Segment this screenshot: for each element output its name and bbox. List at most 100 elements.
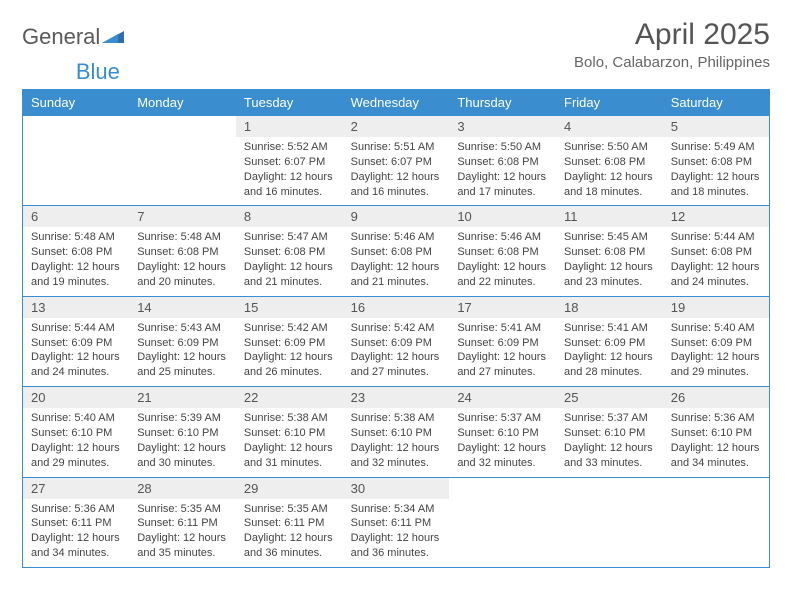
daylight-line: Daylight: 12 hours and 29 minutes. (31, 441, 121, 471)
sunrise-line: Sunrise: 5:49 AM (671, 140, 761, 155)
day-number: 11 (556, 206, 663, 227)
daylight-line: Daylight: 12 hours and 27 minutes. (457, 350, 548, 380)
sunset-line: Sunset: 6:09 PM (351, 336, 442, 351)
day-number: 17 (449, 297, 556, 318)
sunrise-line: Sunrise: 5:43 AM (137, 321, 228, 336)
sunset-line: Sunset: 6:11 PM (351, 516, 442, 531)
day-content: Sunrise: 5:50 AMSunset: 6:08 PMDaylight:… (556, 137, 663, 205)
day-content: Sunrise: 5:47 AMSunset: 6:08 PMDaylight:… (236, 227, 343, 295)
daylight-line: Daylight: 12 hours and 16 minutes. (351, 170, 442, 200)
day-number: 30 (343, 478, 450, 499)
sunrise-line: Sunrise: 5:42 AM (351, 321, 442, 336)
day-content: Sunrise: 5:34 AMSunset: 6:11 PMDaylight:… (343, 499, 450, 567)
sunset-line: Sunset: 6:10 PM (671, 426, 761, 441)
sunset-line: Sunset: 6:07 PM (351, 155, 442, 170)
day-content: Sunrise: 5:45 AMSunset: 6:08 PMDaylight:… (556, 227, 663, 295)
day-number: 16 (343, 297, 450, 318)
weekday-header: Saturday (663, 90, 770, 116)
day-content: Sunrise: 5:48 AMSunset: 6:08 PMDaylight:… (129, 227, 236, 295)
daylight-line: Daylight: 12 hours and 32 minutes. (351, 441, 442, 471)
sunrise-line: Sunrise: 5:46 AM (351, 230, 442, 245)
sunrise-line: Sunrise: 5:51 AM (351, 140, 442, 155)
day-number: 18 (556, 297, 663, 318)
sunrise-line: Sunrise: 5:35 AM (137, 502, 228, 517)
sunset-line: Sunset: 6:08 PM (351, 245, 442, 260)
daylight-line: Daylight: 12 hours and 30 minutes. (137, 441, 228, 471)
daylight-line: Daylight: 12 hours and 34 minutes. (31, 531, 121, 561)
calendar-cell: 29Sunrise: 5:35 AMSunset: 6:11 PMDayligh… (236, 477, 343, 567)
calendar-body: 1Sunrise: 5:52 AMSunset: 6:07 PMDaylight… (23, 116, 770, 568)
daylight-line: Daylight: 12 hours and 36 minutes. (244, 531, 335, 561)
sunrise-line: Sunrise: 5:41 AM (564, 321, 655, 336)
calendar-cell: 13Sunrise: 5:44 AMSunset: 6:09 PMDayligh… (23, 296, 130, 386)
daylight-line: Daylight: 12 hours and 25 minutes. (137, 350, 228, 380)
day-number: 1 (236, 116, 343, 137)
sunrise-line: Sunrise: 5:44 AM (671, 230, 761, 245)
daylight-line: Daylight: 12 hours and 17 minutes. (457, 170, 548, 200)
daylight-line: Daylight: 12 hours and 16 minutes. (244, 170, 335, 200)
day-content: Sunrise: 5:43 AMSunset: 6:09 PMDaylight:… (129, 318, 236, 386)
calendar-cell: 24Sunrise: 5:37 AMSunset: 6:10 PMDayligh… (449, 387, 556, 477)
calendar-cell: 28Sunrise: 5:35 AMSunset: 6:11 PMDayligh… (129, 477, 236, 567)
sunset-line: Sunset: 6:08 PM (457, 155, 548, 170)
day-content: Sunrise: 5:42 AMSunset: 6:09 PMDaylight:… (236, 318, 343, 386)
sunrise-line: Sunrise: 5:48 AM (137, 230, 228, 245)
daylight-line: Daylight: 12 hours and 26 minutes. (244, 350, 335, 380)
day-number: 22 (236, 387, 343, 408)
daylight-line: Daylight: 12 hours and 21 minutes. (244, 260, 335, 290)
sunrise-line: Sunrise: 5:50 AM (564, 140, 655, 155)
sunrise-line: Sunrise: 5:36 AM (31, 502, 121, 517)
calendar-cell (663, 477, 770, 567)
calendar-cell: 26Sunrise: 5:36 AMSunset: 6:10 PMDayligh… (663, 387, 770, 477)
calendar-cell: 1Sunrise: 5:52 AMSunset: 6:07 PMDaylight… (236, 116, 343, 206)
calendar-cell: 30Sunrise: 5:34 AMSunset: 6:11 PMDayligh… (343, 477, 450, 567)
calendar-cell: 23Sunrise: 5:38 AMSunset: 6:10 PMDayligh… (343, 387, 450, 477)
day-number: 28 (129, 478, 236, 499)
day-number: 25 (556, 387, 663, 408)
calendar-cell: 21Sunrise: 5:39 AMSunset: 6:10 PMDayligh… (129, 387, 236, 477)
day-number: 13 (23, 297, 129, 318)
calendar-cell: 15Sunrise: 5:42 AMSunset: 6:09 PMDayligh… (236, 296, 343, 386)
sunrise-line: Sunrise: 5:46 AM (457, 230, 548, 245)
sunset-line: Sunset: 6:08 PM (244, 245, 335, 260)
sunrise-line: Sunrise: 5:37 AM (564, 411, 655, 426)
calendar-cell: 9Sunrise: 5:46 AMSunset: 6:08 PMDaylight… (343, 206, 450, 296)
day-content: Sunrise: 5:41 AMSunset: 6:09 PMDaylight:… (556, 318, 663, 386)
day-number: 12 (663, 206, 769, 227)
daylight-line: Daylight: 12 hours and 19 minutes. (31, 260, 121, 290)
sunset-line: Sunset: 6:10 PM (137, 426, 228, 441)
sunrise-line: Sunrise: 5:44 AM (31, 321, 121, 336)
calendar-cell: 4Sunrise: 5:50 AMSunset: 6:08 PMDaylight… (556, 116, 663, 206)
daylight-line: Daylight: 12 hours and 23 minutes. (564, 260, 655, 290)
sunrise-line: Sunrise: 5:39 AM (137, 411, 228, 426)
daylight-line: Daylight: 12 hours and 18 minutes. (671, 170, 761, 200)
day-content: Sunrise: 5:52 AMSunset: 6:07 PMDaylight:… (236, 137, 343, 205)
sunrise-line: Sunrise: 5:40 AM (31, 411, 121, 426)
sunset-line: Sunset: 6:10 PM (457, 426, 548, 441)
sunrise-line: Sunrise: 5:34 AM (351, 502, 442, 517)
day-content: Sunrise: 5:39 AMSunset: 6:10 PMDaylight:… (129, 408, 236, 476)
sunset-line: Sunset: 6:08 PM (564, 245, 655, 260)
weekday-header: Sunday (23, 90, 130, 116)
day-content: Sunrise: 5:35 AMSunset: 6:11 PMDaylight:… (129, 499, 236, 567)
calendar-cell: 3Sunrise: 5:50 AMSunset: 6:08 PMDaylight… (449, 116, 556, 206)
sunset-line: Sunset: 6:09 PM (137, 336, 228, 351)
calendar-cell: 27Sunrise: 5:36 AMSunset: 6:11 PMDayligh… (23, 477, 130, 567)
day-number: 8 (236, 206, 343, 227)
daylight-line: Daylight: 12 hours and 33 minutes. (564, 441, 655, 471)
calendar-table: Sunday Monday Tuesday Wednesday Thursday… (22, 89, 770, 568)
sunset-line: Sunset: 6:11 PM (244, 516, 335, 531)
sunset-line: Sunset: 6:08 PM (564, 155, 655, 170)
day-content: Sunrise: 5:37 AMSunset: 6:10 PMDaylight:… (556, 408, 663, 476)
sunset-line: Sunset: 6:10 PM (31, 426, 121, 441)
calendar-cell: 20 Sunrise: 5:40 AMSunset: 6:10 PMDayligh… (23, 387, 130, 477)
calendar-cell: 14Sunrise: 5:43 AMSunset: 6:09 PMDayligh… (129, 296, 236, 386)
day-content: Sunrise: 5:46 AMSunset: 6:08 PMDaylight:… (343, 227, 450, 295)
calendar-row: 20Sunrise: 5:40 AMSunset: 6:10 PMDayligh… (23, 387, 770, 477)
day-number: 20 (23, 387, 129, 408)
daylight-line: Daylight: 12 hours and 35 minutes. (137, 531, 228, 561)
day-number: 24 (449, 387, 556, 408)
day-content: Sunrise: 5:49 AMSunset: 6:08 PMDaylight:… (663, 137, 769, 205)
day-content: Sunrise: 5:41 AMSunset: 6:09 PMDaylight:… (449, 318, 556, 386)
daylight-line: Daylight: 12 hours and 24 minutes. (671, 260, 761, 290)
